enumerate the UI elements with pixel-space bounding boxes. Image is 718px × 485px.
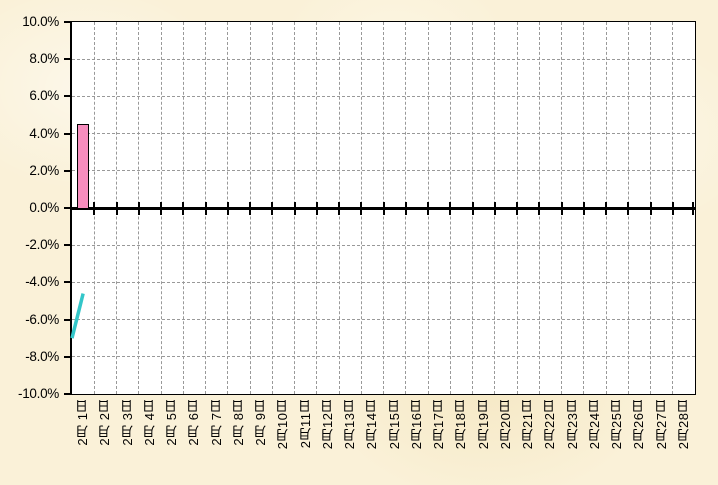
horizontal-gridline — [72, 95, 695, 97]
horizontal-gridline — [72, 319, 695, 321]
y-axis-tick — [64, 58, 70, 61]
x-axis-tick-label: 2月20日 — [497, 399, 513, 450]
x-axis-tick-label: 2月19日 — [475, 399, 491, 450]
y-axis-tick — [64, 318, 70, 321]
x-axis-tick-label: 2月22日 — [542, 399, 558, 450]
zero-axis-tick — [582, 201, 585, 215]
x-axis-tick-label: 2月17日 — [431, 399, 447, 450]
x-axis-tick-label: 2月28日 — [675, 399, 691, 450]
zero-axis-tick — [493, 201, 496, 215]
zero-axis-tick — [404, 201, 407, 215]
zero-axis-tick — [471, 201, 474, 215]
zero-axis-tick — [560, 201, 563, 215]
horizontal-gridline — [72, 356, 695, 358]
zero-axis-tick — [293, 201, 296, 215]
zero-axis-tick — [360, 201, 363, 215]
x-axis-tick-label: 2月25日 — [609, 399, 625, 450]
zero-axis-tick — [382, 201, 385, 215]
x-axis-tick-label: 2月26日 — [631, 399, 647, 450]
y-axis-tick-label: 8.0% — [29, 51, 59, 67]
x-axis-tick-label: 2月10日 — [275, 399, 291, 450]
y-axis-tick — [64, 355, 70, 358]
x-axis-tick-label: 2月 1日 — [75, 399, 91, 446]
y-axis-tick-label: -8.0% — [25, 348, 59, 364]
bar-series-point[interactable] — [77, 124, 90, 210]
horizontal-gridline — [72, 244, 695, 246]
line-series-segment[interactable] — [70, 293, 85, 339]
zero-axis-tick — [449, 201, 452, 215]
plot-area[interactable] — [70, 21, 696, 395]
zero-axis-tick — [538, 201, 541, 215]
y-axis-tick — [64, 95, 70, 98]
y-axis-tick — [64, 169, 70, 172]
zero-axis-tick — [93, 201, 96, 215]
zero-axis-tick — [605, 201, 607, 215]
x-axis-tick-label: 2月23日 — [564, 399, 580, 450]
x-axis-tick-label: 2月 8日 — [230, 399, 246, 446]
zero-axis-tick — [204, 201, 207, 215]
y-axis-tick — [64, 207, 70, 209]
horizontal-gridline — [72, 58, 695, 60]
x-axis-tick-label: 2月 5日 — [164, 399, 180, 446]
y-axis-tick-label: 0.0% — [29, 200, 59, 215]
x-axis-tick-label: 2月14日 — [364, 399, 380, 450]
y-axis-tick-label: 10.0% — [22, 14, 59, 29]
x-axis-tick-label: 2月13日 — [342, 399, 358, 450]
zero-axis-tick — [271, 201, 274, 215]
y-axis-tick-label: -6.0% — [25, 311, 59, 327]
horizontal-gridline — [72, 170, 695, 172]
x-axis-tick-label: 2月11日 — [297, 399, 313, 449]
zero-axis-tick — [182, 201, 185, 215]
zero-axis-tick — [226, 201, 229, 215]
x-axis-tick-label: 2月 2日 — [97, 399, 113, 446]
y-axis-tick-label: -4.0% — [25, 274, 59, 290]
x-axis-tick-label: 2月 9日 — [253, 399, 269, 446]
zero-axis-tick — [516, 201, 518, 215]
zero-axis-tick — [115, 201, 118, 215]
x-axis-tick-label: 2月 4日 — [141, 399, 157, 446]
x-axis-tick-label: 2月 7日 — [208, 399, 224, 446]
zero-axis-tick — [338, 201, 340, 215]
y-axis-tick-label: 2.0% — [29, 162, 59, 178]
y-axis-tick — [64, 244, 70, 247]
zero-axis-tick — [137, 201, 140, 215]
zero-axis-tick — [692, 201, 694, 215]
y-axis-tick-label: 4.0% — [29, 125, 59, 141]
y-axis-tick — [64, 132, 70, 135]
zero-axis-tick — [671, 201, 674, 215]
horizontal-gridline — [72, 281, 695, 283]
x-axis-tick-label: 2月21日 — [520, 399, 536, 450]
line-series[interactable] — [70, 22, 695, 394]
y-axis-tick-label: -10.0% — [18, 386, 59, 401]
y-axis-tick — [64, 21, 70, 23]
y-axis-tick-label: -2.0% — [25, 237, 59, 253]
y-axis-tick — [64, 393, 70, 395]
x-axis-tick-label: 2月 6日 — [186, 399, 202, 446]
zero-axis-tick — [315, 201, 318, 215]
x-axis-tick-label: 2月18日 — [453, 399, 469, 450]
x-axis-tick-label: 2月 3日 — [119, 399, 135, 446]
x-axis-tick-label: 2月15日 — [386, 399, 402, 450]
y-axis-tick-label: 6.0% — [29, 88, 59, 104]
zero-axis-tick — [627, 201, 630, 215]
zero-axis-tick — [427, 201, 429, 215]
x-axis-tick-label: 2月12日 — [319, 399, 335, 450]
x-axis-tick-label: 2月27日 — [653, 399, 669, 450]
zero-axis-tick — [249, 201, 251, 215]
y-axis-tick — [64, 281, 70, 284]
x-axis-tick-label: 2月24日 — [586, 399, 602, 450]
zero-axis-tick — [649, 201, 652, 215]
zero-axis-tick — [160, 201, 162, 215]
x-axis-tick-label: 2月16日 — [408, 399, 424, 450]
horizontal-gridline — [72, 133, 695, 135]
